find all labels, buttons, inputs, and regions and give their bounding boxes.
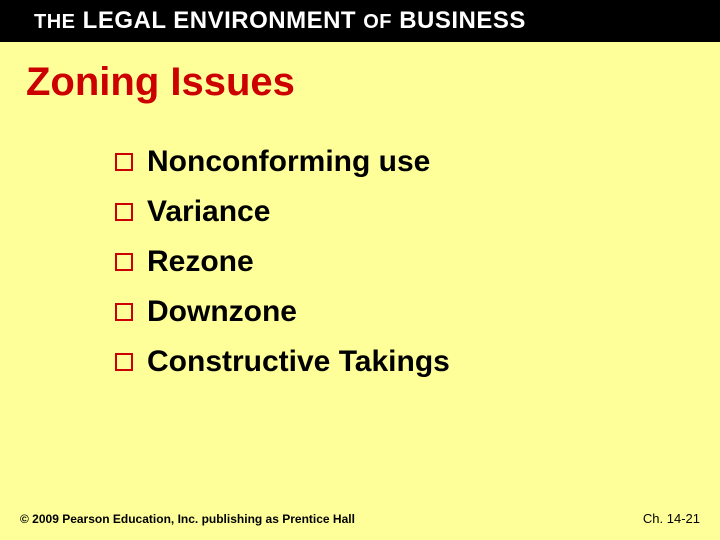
footer: © 2009 Pearson Education, Inc. publishin… <box>20 511 700 526</box>
list-item: Downzone <box>115 295 720 329</box>
header-mid: LEGAL ENVIRONMENT <box>76 7 364 34</box>
square-bullet-icon <box>115 253 133 271</box>
header-bar: THE LEGAL ENVIRONMENT OF BUSINESS <box>0 0 720 42</box>
copyright-text: © 2009 Pearson Education, Inc. publishin… <box>20 512 355 526</box>
list-item: Constructive Takings <box>115 345 720 379</box>
list-item: Nonconforming use <box>115 145 720 179</box>
bullet-text: Constructive Takings <box>147 345 450 379</box>
bullet-text: Rezone <box>147 245 254 279</box>
square-bullet-icon <box>115 203 133 221</box>
header-end: BUSINESS <box>392 7 526 34</box>
header-title: THE LEGAL ENVIRONMENT OF BUSINESS <box>34 7 526 35</box>
square-bullet-icon <box>115 353 133 371</box>
square-bullet-icon <box>115 303 133 321</box>
list-item: Rezone <box>115 245 720 279</box>
bullet-text: Variance <box>147 195 270 229</box>
header-of: OF <box>363 11 392 33</box>
bullet-text: Downzone <box>147 295 297 329</box>
square-bullet-icon <box>115 153 133 171</box>
bullet-list: Nonconforming use Variance Rezone Downzo… <box>0 105 720 379</box>
header-the: THE <box>34 11 76 33</box>
page-number: Ch. 14-21 <box>643 511 700 526</box>
list-item: Variance <box>115 195 720 229</box>
slide-title: Zoning Issues <box>0 42 720 105</box>
bullet-text: Nonconforming use <box>147 145 430 179</box>
